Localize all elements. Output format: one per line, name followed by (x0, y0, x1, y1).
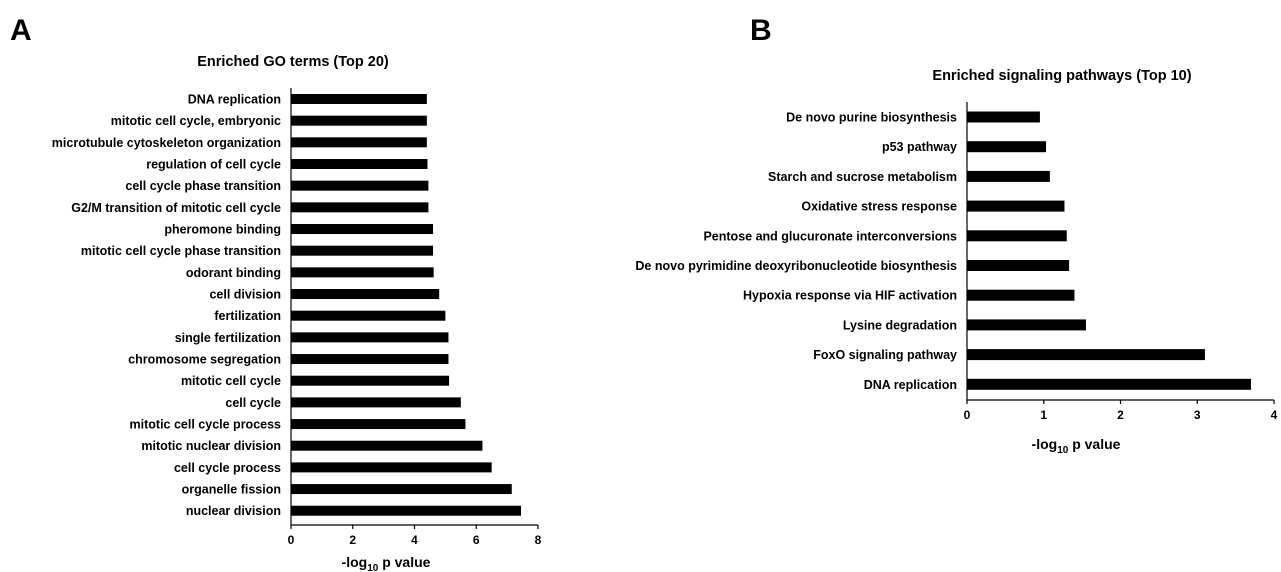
a-category-label-4: regulation of cell cycle (146, 158, 281, 172)
panel-b: B Enriched signaling pathways (Top 10) D… (635, 14, 1277, 456)
a-bar-18 (291, 462, 492, 473)
b-category-label-1: De novo purine biosynthesis (786, 111, 957, 125)
a-category-label-18: cell cycle process (174, 461, 281, 475)
chart-a-xlabel-main: -log (342, 554, 368, 570)
a-category-label-20: nuclear division (186, 504, 281, 518)
a-tick-label-4: 6 (473, 533, 480, 547)
b-category-label-9: FoxO signaling pathway (813, 348, 957, 362)
a-category-label-15: cell cycle (225, 396, 281, 410)
b-bar-10 (967, 378, 1251, 390)
b-bar-9 (967, 349, 1205, 361)
b-bar-2 (967, 141, 1047, 153)
a-bar-10 (291, 289, 440, 300)
a-bar-3 (291, 137, 427, 148)
b-bar-1 (967, 111, 1040, 123)
a-category-label-7: pheromone binding (164, 223, 281, 237)
chart-a-category-labels: DNA replication mitotic cell cycle, embry… (52, 93, 281, 519)
a-category-label-16: mitotic cell cycle process (130, 418, 282, 432)
chart-b-xlabel-main: -log (1032, 436, 1058, 452)
a-category-label-19: organelle fission (182, 483, 281, 497)
b-category-label-2: p53 pathway (882, 140, 957, 154)
a-bar-6 (291, 202, 429, 213)
b-bar-7 (967, 289, 1075, 301)
a-category-label-9: odorant binding (186, 266, 281, 280)
a-category-label-17: mitotic nuclear division (141, 439, 281, 453)
a-tick-label-5: 8 (535, 533, 542, 547)
a-tick-label-1: 0 (288, 533, 295, 547)
a-category-label-14: mitotic cell cycle (181, 374, 281, 388)
b-category-label-4: Oxidative stress response (801, 200, 957, 214)
a-category-label-10: cell division (209, 288, 281, 302)
b-category-label-3: Starch and sucrose metabolism (768, 170, 957, 184)
b-tick-label-3: 2 (1117, 408, 1124, 422)
chart-b-x-ticks: 0 1 2 3 4 (964, 400, 1278, 422)
a-bar-4 (291, 159, 428, 170)
a-category-label-11: fertilization (214, 309, 281, 323)
chart-a-x-ticks: 0 2 4 6 8 (288, 525, 542, 547)
a-category-label-12: single fertilization (175, 331, 281, 345)
a-category-label-1: DNA replication (188, 93, 281, 107)
b-bar-3 (967, 170, 1050, 182)
a-bar-14 (291, 375, 450, 386)
b-tick-label-4: 3 (1194, 408, 1201, 422)
a-category-label-8: mitotic cell cycle phase transition (81, 244, 281, 258)
a-category-label-6: G2/M transition of mitotic cell cycle (71, 201, 281, 215)
a-bar-9 (291, 267, 434, 278)
b-category-label-10: DNA replication (864, 378, 957, 392)
chart-b-xlabel-rest: p value (1068, 436, 1120, 452)
b-tick-label-2: 1 (1040, 408, 1047, 422)
b-category-label-7: Hypoxia response via HIF activation (743, 289, 957, 303)
a-bar-20 (291, 505, 522, 516)
panel-letter-b: B (750, 14, 772, 47)
b-category-label-6: De novo pyrimidine deoxyribonucleotide b… (635, 259, 957, 273)
a-bar-12 (291, 332, 449, 343)
b-category-label-8: Lysine degradation (843, 318, 957, 332)
a-bar-17 (291, 440, 483, 451)
chart-a-bars (291, 94, 522, 516)
panel-letter-a: A (10, 14, 32, 47)
b-tick-label-1: 0 (964, 408, 971, 422)
b-bar-6 (967, 260, 1070, 271)
chart-b-title: Enriched signaling pathways (Top 10) (932, 68, 1191, 84)
panel-a: A Enriched GO terms (Top 20) DNA replica… (10, 14, 542, 572)
a-category-label-2: mitotic cell cycle, embryonic (111, 114, 281, 128)
a-bar-1 (291, 94, 427, 104)
a-category-label-3: microtubule cytoskeleton organization (52, 136, 281, 150)
a-category-label-5: cell cycle phase transition (125, 179, 281, 193)
chart-b-bars (967, 111, 1251, 390)
a-bar-15 (291, 397, 461, 408)
chart-b-category-labels: De novo purine biosynthesis p53 pathway St… (635, 111, 957, 392)
a-bar-5 (291, 180, 429, 191)
a-category-label-13: chromosome segregation (128, 353, 281, 367)
b-tick-label-5: 4 (1271, 408, 1278, 422)
a-bar-11 (291, 310, 446, 321)
chart-a-xlabel-subscript: 10 (367, 563, 379, 572)
chart-a-xlabel-rest: p value (378, 554, 430, 570)
chart-a-title: Enriched GO terms (Top 20) (197, 54, 389, 70)
b-bar-5 (967, 230, 1067, 242)
a-tick-label-2: 2 (349, 533, 356, 547)
a-bar-2 (291, 115, 427, 126)
a-bar-16 (291, 419, 466, 430)
chart-b-xlabel-subscript: 10 (1057, 445, 1069, 456)
a-bar-19 (291, 484, 512, 495)
a-bar-13 (291, 354, 449, 365)
b-bar-4 (967, 200, 1065, 212)
a-tick-label-3: 4 (411, 533, 418, 547)
chart-a-x-axis-label: -log10 p value (342, 554, 431, 572)
a-bar-8 (291, 245, 434, 256)
chart-b-x-axis-label: -log10 p value (1032, 436, 1121, 456)
a-bar-7 (291, 224, 434, 235)
b-category-label-5: Pentose and glucuronate interconversions (703, 229, 957, 243)
b-bar-8 (967, 319, 1086, 331)
